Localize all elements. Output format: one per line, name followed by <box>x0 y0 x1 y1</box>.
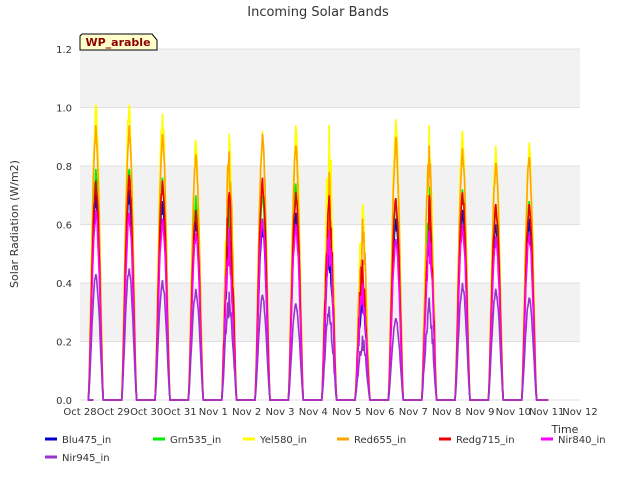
y-axis-ticks: 0.0 0.2 0.4 0.6 0.8 1.0 1.2 <box>56 45 72 407</box>
x-tick-label: Nov 2 <box>232 407 261 418</box>
y-tick-label: 0.6 <box>56 221 72 232</box>
legend-item: Redg715_in <box>439 435 515 446</box>
x-tick-label: Nov 6 <box>365 407 394 418</box>
x-axis-ticks: Oct 28 Oct 29 Oct 30 Oct 31 Nov 1 Nov 2 Nov 3 N… <box>63 407 597 418</box>
y-axis-label: Solar Radiation (W/m2) <box>8 160 21 288</box>
legend-label: Grn535_in <box>170 435 221 446</box>
x-tick-label: Oct 28 <box>63 407 96 418</box>
x-axis-label: Time <box>551 423 579 436</box>
legend-label: Redg715_in <box>456 435 515 446</box>
y-tick-label: 1.0 <box>56 104 72 115</box>
legend-label: Nir945_in <box>62 453 110 464</box>
x-tick-label: Nov 5 <box>332 407 361 418</box>
x-tick-label: Nov 8 <box>432 407 461 418</box>
y-tick-label: 0.0 <box>56 396 72 407</box>
y-tick-label: 0.2 <box>56 338 72 349</box>
legend-item: Grn535_in <box>153 435 221 446</box>
x-tick-label: Oct 30 <box>130 407 163 418</box>
legend-label: Nir840_in <box>558 435 606 446</box>
series-line-nir945-in <box>87 268 549 401</box>
annotation-label: WP_arable <box>85 36 150 49</box>
x-tick-label: Nov 7 <box>399 407 428 418</box>
legend-item: Nir840_in <box>541 435 606 446</box>
y-tick-label: 0.4 <box>56 279 72 290</box>
plot-band-upper <box>80 49 580 108</box>
x-tick-label: Oct 31 <box>163 407 196 418</box>
legend-label: Yel580_in <box>259 435 307 446</box>
series-lines <box>87 104 549 401</box>
legend-item: Red655_in <box>337 435 406 446</box>
x-tick-label: Oct 29 <box>97 407 130 418</box>
annotation-box: WP_arable <box>79 33 158 51</box>
y-tick-label: 0.8 <box>56 162 72 173</box>
x-tick-label: Nov 11 <box>529 407 564 418</box>
x-tick-label: Nov 10 <box>496 407 531 418</box>
x-tick-label: Nov 9 <box>465 407 494 418</box>
legend-item: Yel580_in <box>243 435 307 446</box>
legend-item: Nir945_in <box>45 453 110 464</box>
x-tick-label: Nov 3 <box>265 407 294 418</box>
legend: Blu475_in Grn535_in Yel580_in Red655_in Redg… <box>45 435 606 464</box>
legend-item: Blu475_in <box>45 435 111 446</box>
x-tick-label: Nov 12 <box>562 407 597 418</box>
chart-title: Incoming Solar Bands <box>247 5 389 20</box>
y-tick-label: 1.2 <box>56 45 72 56</box>
legend-label: Red655_in <box>354 435 406 446</box>
x-tick-label: Nov 1 <box>199 407 228 418</box>
legend-label: Blu475_in <box>62 435 111 446</box>
x-tick-label: Nov 4 <box>299 407 328 418</box>
